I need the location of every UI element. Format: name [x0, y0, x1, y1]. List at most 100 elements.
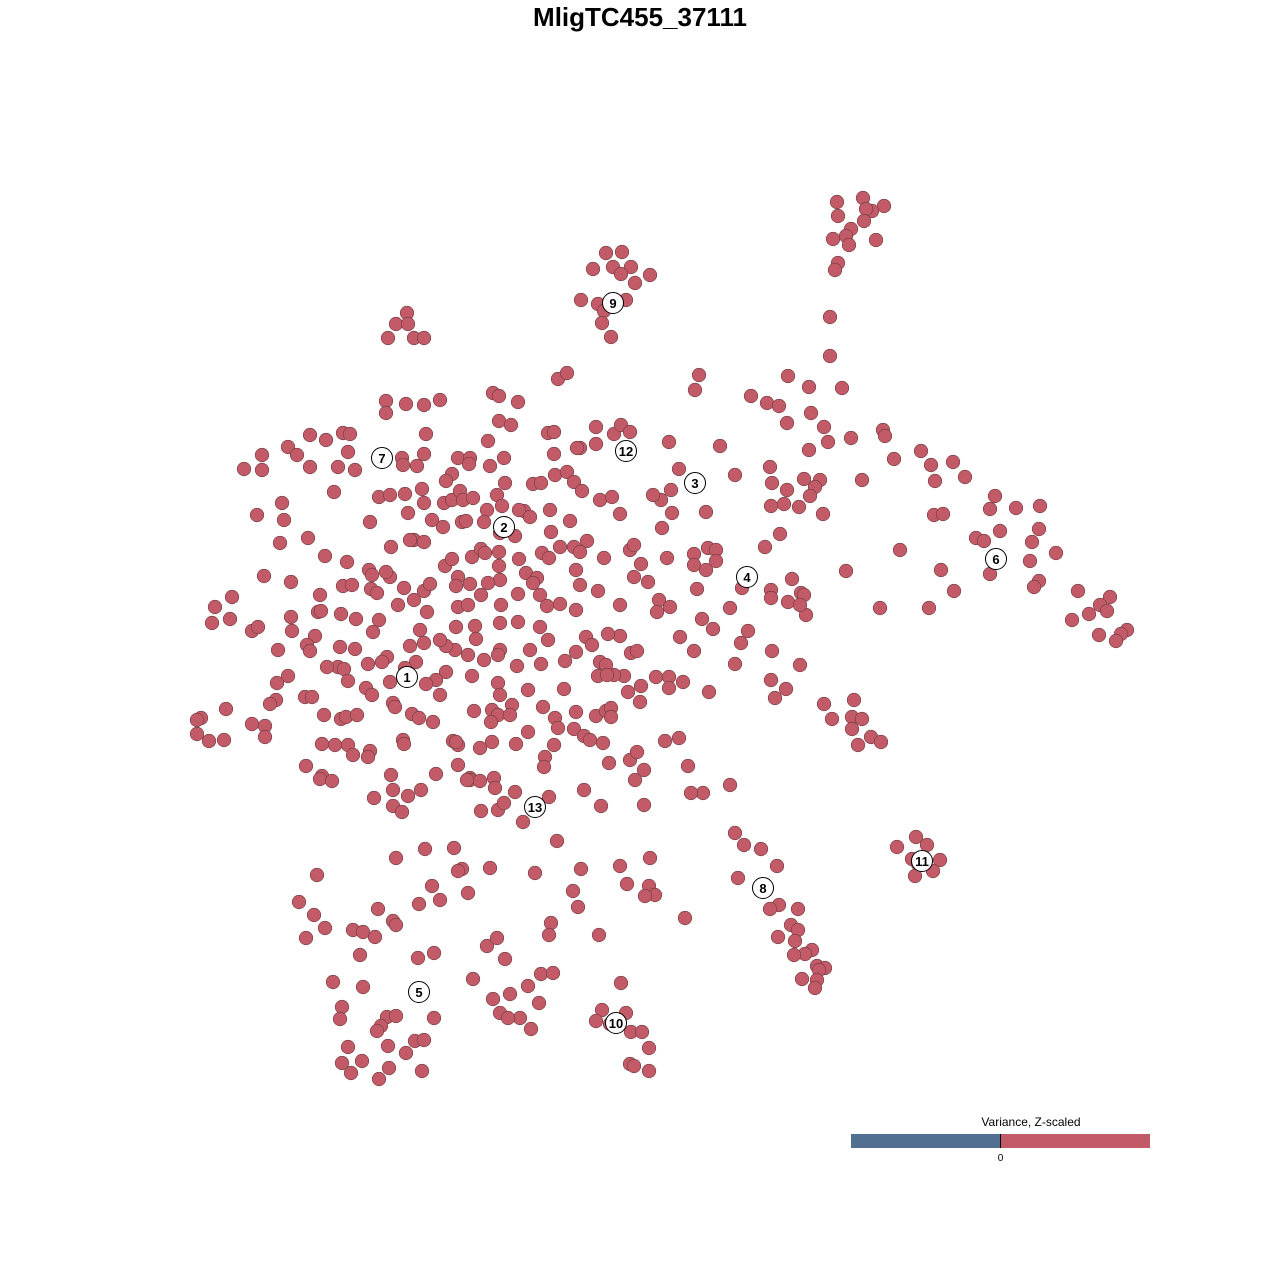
data-point [626, 537, 642, 553]
data-point [932, 852, 948, 868]
data-point [189, 726, 205, 742]
data-point [632, 694, 648, 710]
data-point [687, 382, 703, 398]
data-point [547, 467, 563, 483]
data-point [479, 938, 495, 954]
data-point [464, 668, 480, 684]
cluster-label-12: 12 [615, 440, 637, 462]
data-point [533, 475, 549, 491]
data-point [677, 910, 693, 926]
data-point [411, 710, 427, 726]
data-point [497, 951, 513, 967]
data-point [354, 1053, 370, 1069]
data-point [772, 526, 788, 542]
data-point [424, 878, 440, 894]
data-point [283, 609, 299, 625]
cluster-label-badge [408, 981, 430, 1003]
cluster-label-badge [371, 447, 393, 469]
data-point [344, 577, 360, 593]
data-point [642, 267, 658, 283]
data-point [727, 467, 743, 483]
data-point [727, 656, 743, 672]
data-point [492, 572, 508, 588]
data-point [743, 388, 759, 404]
data-point [334, 1055, 350, 1071]
data-point [472, 773, 488, 789]
data-point [298, 758, 314, 774]
data-point [829, 194, 845, 210]
data-point [343, 1065, 359, 1081]
data-point [490, 675, 506, 691]
data-point [803, 405, 819, 421]
data-point [689, 581, 705, 597]
data-point [510, 394, 526, 410]
data-point [348, 611, 364, 627]
data-point [841, 237, 857, 253]
data-point [398, 1045, 414, 1061]
data-point [362, 514, 378, 530]
data-point [444, 551, 460, 567]
data-point [1099, 603, 1115, 619]
data-point [458, 513, 474, 529]
data-point [672, 629, 688, 645]
data-point [634, 1024, 650, 1040]
data-point [858, 201, 874, 217]
data-point [450, 863, 466, 879]
data-point [543, 915, 559, 931]
data-point [763, 672, 779, 688]
data-point [671, 461, 687, 477]
data-point [629, 744, 645, 760]
data-point [302, 459, 318, 475]
legend-zero-tick [1000, 1134, 1001, 1148]
data-point [545, 965, 561, 981]
data-point [698, 562, 714, 578]
data-point [477, 545, 493, 561]
data-point [1032, 498, 1048, 514]
data-point [409, 458, 425, 474]
data-point [600, 626, 616, 642]
data-point [588, 1013, 604, 1029]
data-point [352, 947, 368, 963]
data-point [927, 473, 943, 489]
data-point [659, 550, 675, 566]
data-point [992, 523, 1008, 539]
data-point [381, 1060, 397, 1076]
data-point [539, 598, 555, 614]
data-point [302, 643, 318, 659]
data-point [510, 586, 526, 602]
data-point [712, 438, 728, 454]
data-point [334, 999, 350, 1015]
data-point [426, 945, 442, 961]
data-point [327, 737, 343, 753]
data-point [472, 740, 488, 756]
data-point [532, 587, 548, 603]
data-point [378, 393, 394, 409]
data-point [450, 757, 466, 773]
data-point [572, 544, 588, 560]
data-point [360, 749, 376, 765]
data-point [595, 735, 611, 751]
data-point [825, 231, 841, 247]
cluster-label-badge [605, 1012, 627, 1034]
data-point [779, 482, 795, 498]
data-point [388, 1008, 404, 1024]
cluster-label-badge [396, 666, 418, 688]
data-point [448, 578, 464, 594]
data-point [339, 554, 355, 570]
data-point [448, 619, 464, 635]
data-point [216, 732, 232, 748]
data-point [314, 736, 330, 752]
data-point [591, 927, 607, 943]
data-point [302, 427, 318, 443]
cluster-label-badge [493, 516, 515, 538]
data-point [694, 611, 710, 627]
data-point [395, 457, 411, 473]
data-point [204, 615, 220, 631]
data-point [502, 986, 518, 1002]
data-point [244, 716, 260, 732]
data-point [796, 471, 812, 487]
data-point [254, 447, 270, 463]
data-point [550, 720, 566, 736]
data-point [491, 544, 507, 560]
